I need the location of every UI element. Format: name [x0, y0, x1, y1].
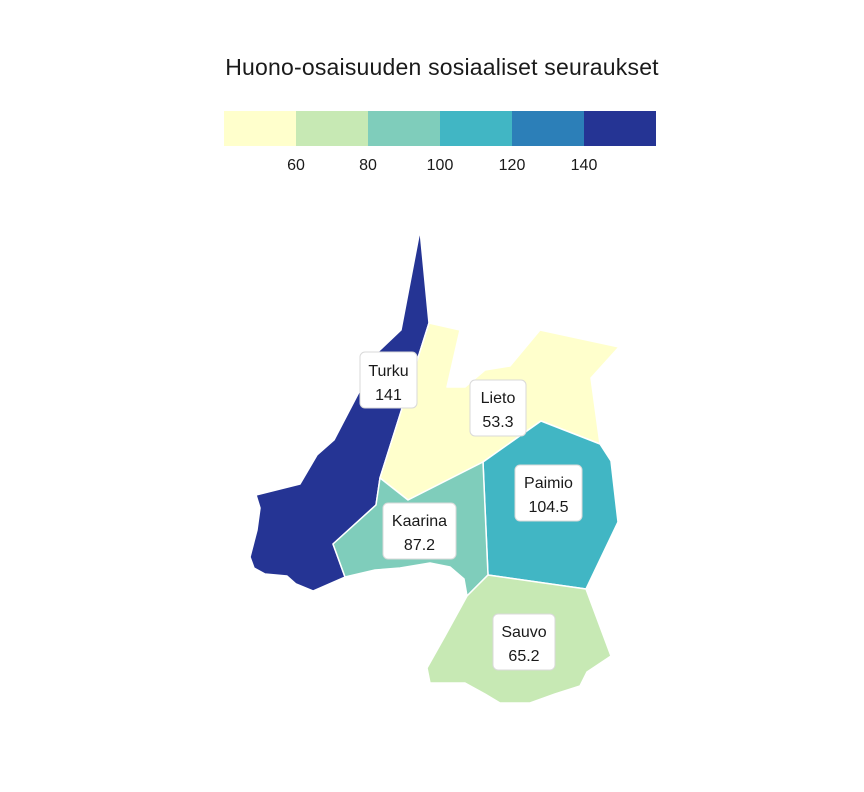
legend-bin-1: [224, 111, 296, 146]
legend-tick-140: 140: [571, 157, 598, 174]
legend-bin-5: [512, 111, 584, 146]
label-turku: Turku 141: [359, 351, 418, 409]
label-paimio: Paimio 104.5: [514, 464, 583, 522]
legend-tick-80: 80: [359, 157, 377, 174]
region-labels: Turku 141 Lieto 53.3 Paimio 104.5 Kaarin…: [359, 351, 583, 671]
label-turku-name: Turku: [368, 363, 408, 380]
label-sauvo-value: 65.2: [508, 648, 539, 665]
legend-tick-100: 100: [427, 157, 454, 174]
label-sauvo: Sauvo 65.2: [492, 613, 556, 671]
label-kaarina-value: 87.2: [404, 537, 435, 554]
legend: 60 80 100 120 140: [224, 111, 656, 174]
label-paimio-name: Paimio: [524, 475, 573, 492]
legend-bin-4: [440, 111, 512, 146]
legend-tick-120: 120: [499, 157, 526, 174]
map-title: Huono-osaisuuden sosiaaliset seuraukset: [225, 54, 659, 80]
label-lieto: Lieto 53.3: [469, 379, 527, 437]
label-sauvo-name: Sauvo: [501, 624, 546, 641]
label-kaarina-name: Kaarina: [392, 513, 447, 530]
label-lieto-value: 53.3: [482, 414, 513, 431]
label-turku-value: 141: [375, 387, 402, 404]
label-kaarina: Kaarina 87.2: [382, 502, 457, 560]
legend-bin-2: [296, 111, 368, 146]
label-lieto-name: Lieto: [481, 390, 516, 407]
label-paimio-value: 104.5: [528, 499, 568, 516]
legend-bin-6: [584, 111, 656, 146]
legend-tick-60: 60: [287, 157, 305, 174]
legend-bin-3: [368, 111, 440, 146]
